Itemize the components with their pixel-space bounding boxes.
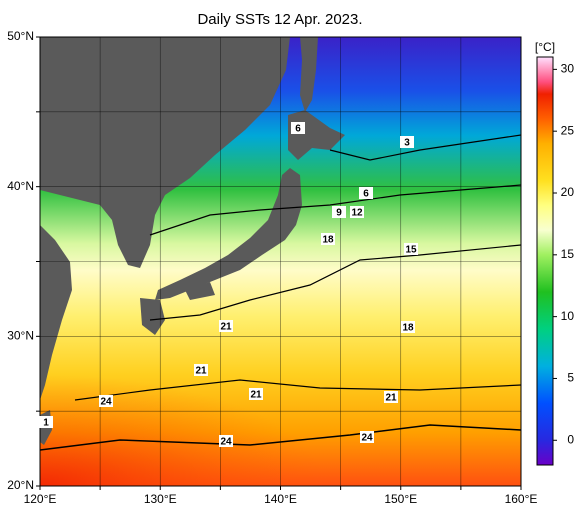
colorbar-tick-label: 5 (567, 371, 574, 385)
contour-label-box (219, 320, 233, 332)
contour-label: 24 (100, 397, 112, 408)
contour-label-box (404, 243, 418, 255)
contour-label-box (350, 206, 364, 218)
contour-label: 15 (405, 245, 417, 256)
contour-label-box (219, 435, 233, 447)
contour (74, 379, 521, 401)
contour-label-box (359, 187, 373, 199)
land-kyushu (140, 298, 165, 335)
contour-label: 18 (402, 323, 414, 334)
contour-label-box (332, 206, 346, 218)
contour-label: 21 (385, 393, 397, 404)
colorbar-tick-label: 10 (561, 309, 575, 323)
contour-label: 1 (43, 418, 49, 429)
colorbar-tick-label: 30 (561, 62, 575, 76)
land-china (40, 225, 72, 400)
y-tick-label: 30°N (7, 329, 34, 343)
colorbar-tick-label: 0 (567, 432, 574, 446)
contour-label-box (291, 122, 305, 134)
contour-label: 3 (404, 138, 410, 149)
contour-label: 24 (361, 433, 373, 444)
y-tick-label: 40°N (7, 179, 34, 193)
map-title: Daily SSTs 12 Apr. 2023. (197, 11, 362, 28)
x-tick-label: 150°E (384, 492, 417, 506)
y-tick-label: 20°N (7, 478, 34, 492)
contour-label-box (194, 364, 208, 376)
colorbar-tick-label: 25 (561, 123, 575, 137)
contour-label-box (401, 321, 415, 333)
x-tick-label: 160°E (505, 492, 538, 506)
contour-label: 21 (195, 366, 207, 377)
contour-label: 21 (250, 390, 262, 401)
contour-label-box (360, 431, 374, 443)
contour-label-box (99, 395, 113, 407)
contour-label: 18 (322, 235, 334, 246)
x-tick-label: 120°E (24, 492, 57, 506)
land-shikoku (185, 282, 215, 300)
colorbar-tick-label: 20 (561, 185, 575, 199)
contour-label: 6 (295, 124, 301, 135)
land-mainland (40, 37, 290, 268)
contour (40, 424, 521, 451)
contour-label-box (400, 136, 414, 148)
colorbar (536, 56, 554, 466)
contour-label-box (39, 416, 53, 428)
contour (149, 244, 521, 321)
colorbar-tick-label: 15 (561, 247, 575, 261)
land-sakhalin (300, 37, 318, 112)
contour-label: 6 (363, 189, 369, 200)
contour-label: 9 (336, 208, 342, 219)
contour-label-box (384, 391, 398, 403)
contour-label-box (249, 388, 263, 400)
contour-label-box (321, 233, 335, 245)
land-honshu (155, 168, 302, 300)
contour-label: 12 (351, 208, 363, 219)
contour-label: 21 (220, 322, 232, 333)
y-tick-label: 50°N (7, 29, 34, 43)
colorbar-unit: [°C] (535, 40, 555, 54)
contour (149, 184, 521, 236)
x-tick-label: 140°E (264, 492, 297, 506)
x-tick-label: 130°E (144, 492, 177, 506)
contour-label: 24 (220, 437, 232, 448)
map-frame (39, 36, 522, 487)
contour (329, 134, 521, 161)
